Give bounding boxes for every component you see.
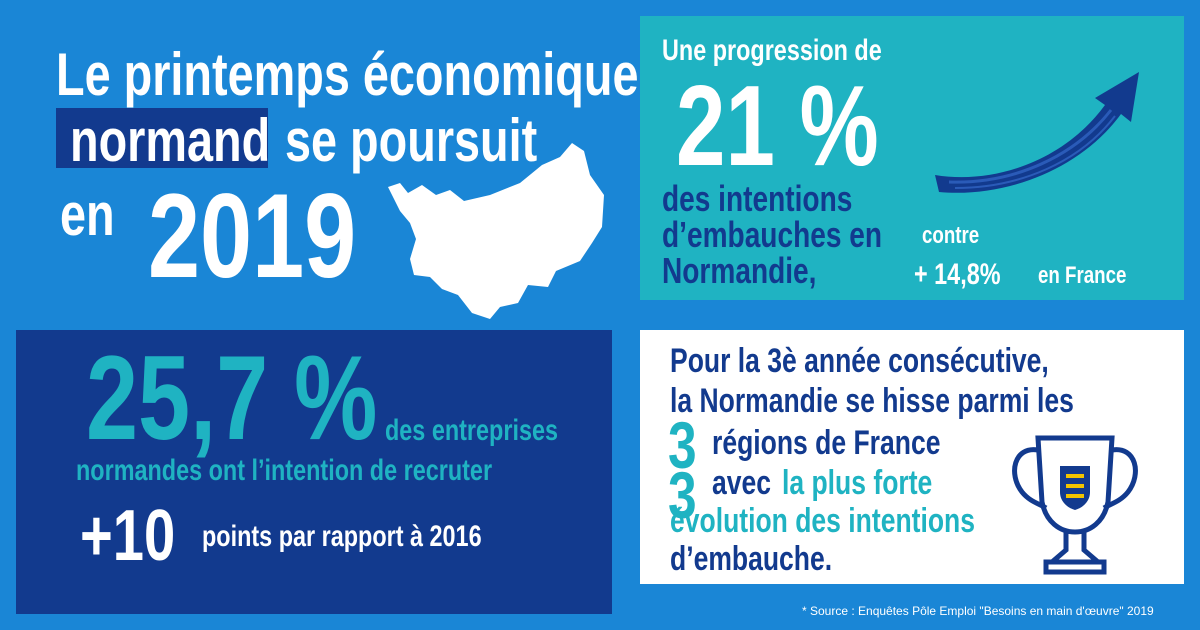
dark-percent: 25,7 % (86, 331, 378, 465)
white-line-3: régions de France (712, 424, 941, 462)
white-line-5: évolution des intentions (670, 502, 976, 540)
teal-percent: 21 % (676, 63, 879, 190)
white-line-6: d’embauche. (670, 540, 833, 578)
plus-points-label: points par rapport à 2016 (202, 520, 482, 553)
title-year: 2019 (148, 169, 357, 303)
upward-arrow-icon (925, 50, 1155, 205)
plus-points-value: +10 (80, 496, 176, 576)
white-line-4a: avec (712, 464, 771, 502)
trophy-icon (1000, 422, 1150, 587)
title-en: en (60, 181, 115, 248)
dark-line-1: des entreprises (385, 414, 558, 447)
dark-line-2: normandes ont l’intention de recruter (76, 454, 493, 487)
teal-intro: Une progression de (662, 34, 882, 67)
france-value: + 14,8% (914, 258, 1001, 291)
dark-panel (16, 330, 612, 614)
white-big-number-shadow: 3 (668, 458, 697, 532)
teal-line-3: Normandie, (662, 250, 817, 291)
title-line-2: se poursuit (285, 107, 538, 174)
source-note: * Source : Enquêtes Pôle Emploi "Besoins… (802, 604, 1154, 618)
teal-contre: contre (922, 222, 980, 249)
teal-line-1: des intentions (662, 178, 853, 219)
white-panel (640, 330, 1184, 584)
title-highlight-box (56, 108, 268, 168)
normandy-map-icon (380, 135, 610, 330)
title-highlight-word: normand (70, 107, 271, 174)
teal-panel (640, 16, 1184, 300)
teal-line-2: d’embauches en (662, 214, 883, 255)
white-big-number: 3 (668, 408, 697, 482)
white-line-2: la Normandie se hisse parmi les (670, 382, 1074, 420)
white-line-1: Pour la 3è année consécutive, (670, 342, 1049, 380)
title-line-1: Le printemps économique (56, 41, 639, 108)
france-label: en France (1038, 262, 1127, 289)
white-line-4b: la plus forte (782, 464, 933, 502)
